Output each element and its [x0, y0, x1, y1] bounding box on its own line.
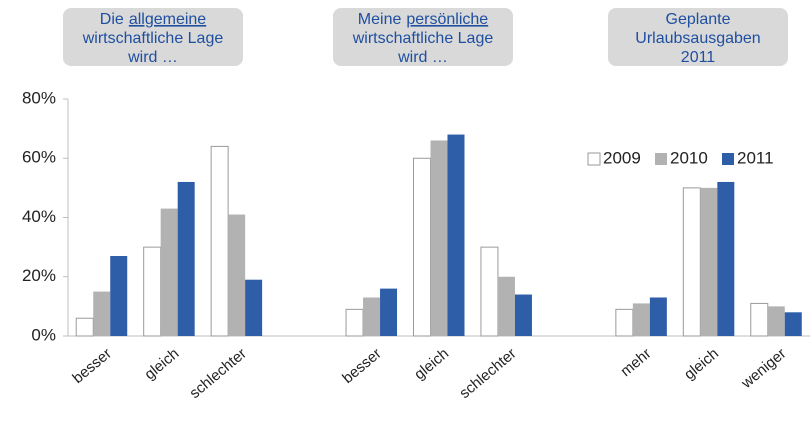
y-tick-label: 40%	[22, 207, 56, 226]
annotation-text: 2011	[681, 49, 716, 66]
annotation-text: Die allgemeine	[100, 11, 207, 28]
bar	[784, 312, 802, 336]
legend-label: 2010	[670, 148, 708, 167]
annotation-part: persönliche	[406, 11, 488, 28]
annotation-box	[608, 8, 788, 66]
x-tick-label: besser	[339, 345, 384, 387]
bar	[228, 214, 246, 336]
annotation-part: 2011	[681, 49, 716, 66]
x-tick-label: besser	[69, 345, 114, 387]
annotation-text: wirtschaftliche Lage	[352, 30, 494, 47]
annotation-text: wirtschaftliche Lage	[82, 30, 224, 47]
bar	[480, 246, 499, 337]
bar	[447, 134, 465, 336]
x-tick-label: gleich	[681, 345, 722, 383]
annotation-part: Geplante	[666, 11, 731, 28]
bar	[75, 317, 94, 337]
annotation-text: Meine persönliche	[358, 11, 489, 28]
annotation-part: wirtschaftliche Lage	[82, 30, 224, 47]
bar	[750, 302, 769, 337]
legend-label: 2011	[737, 148, 774, 167]
annotation-part: wirtschaftliche Lage	[352, 30, 494, 47]
bar	[717, 181, 735, 336]
annotation-box	[333, 8, 513, 66]
bar	[615, 308, 634, 337]
bar	[700, 187, 718, 336]
legend-label: 2009	[603, 148, 641, 167]
bar	[682, 187, 701, 337]
annotation-text: wird …	[397, 49, 448, 66]
bar	[632, 303, 650, 336]
x-tick-label: gleich	[141, 345, 182, 383]
legend-swatch	[722, 153, 734, 165]
annotation-text: Geplante	[666, 11, 731, 28]
annotation-part: Die	[100, 11, 124, 28]
bar	[514, 294, 532, 336]
bar	[363, 297, 381, 336]
annotation-text: wird …	[127, 49, 178, 66]
bar	[430, 140, 448, 336]
bar	[160, 208, 178, 336]
bar	[245, 279, 263, 336]
bar	[413, 157, 431, 337]
bar	[210, 145, 229, 337]
annotation-box	[63, 8, 243, 66]
annotation-part: Urlaubsausgaben	[635, 30, 760, 47]
y-tick-label: 0%	[31, 325, 56, 344]
x-tick-label: schlechter	[186, 345, 249, 402]
legend-swatch	[587, 152, 601, 166]
y-tick-label: 60%	[22, 148, 56, 167]
annotation-part: Meine	[358, 11, 402, 28]
bar	[767, 306, 785, 336]
x-tick-label: schlechter	[456, 345, 519, 402]
annotation-text: Urlaubsausgaben	[635, 30, 760, 47]
annotation-part: allgemeine	[129, 11, 206, 28]
y-tick-label: 20%	[22, 266, 56, 285]
bar	[380, 288, 398, 336]
y-tick-label: 80%	[22, 88, 56, 107]
bar	[93, 291, 111, 336]
bar	[649, 297, 667, 336]
bar	[345, 308, 364, 337]
bar	[497, 276, 515, 336]
x-tick-label: weniger	[737, 345, 789, 392]
legend-swatch	[655, 153, 667, 165]
bar	[143, 246, 162, 337]
annotation-part: wird …	[127, 49, 178, 66]
bar	[177, 181, 195, 336]
x-tick-label: gleich	[411, 345, 452, 383]
bar	[110, 256, 128, 336]
x-tick-label: mehr	[617, 345, 654, 380]
annotation-part: wird …	[397, 49, 448, 66]
